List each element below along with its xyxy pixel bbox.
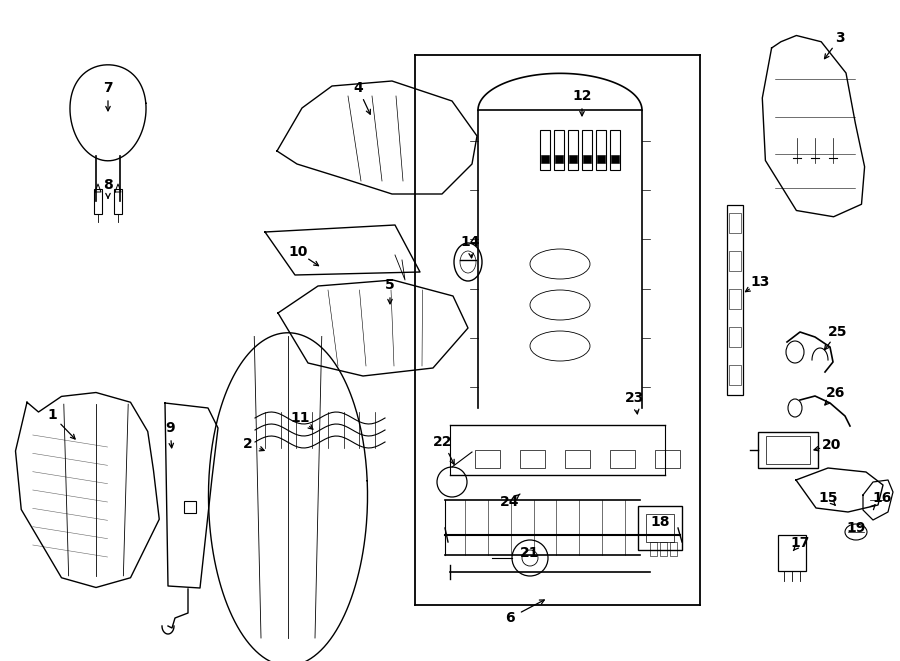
Bar [610,130,620,170]
Bar [729,251,741,271]
Text: 8: 8 [104,178,112,192]
Bar [565,450,590,468]
Bar [766,436,810,464]
Bar [583,155,591,163]
Bar [660,542,667,556]
Text: 17: 17 [790,536,810,550]
Bar [554,130,564,170]
Text: 1: 1 [47,408,57,422]
Bar [94,189,102,214]
Bar [569,155,577,163]
Text: 3: 3 [835,31,845,45]
Text: 10: 10 [288,245,308,259]
Text: 25: 25 [828,325,848,339]
Bar [655,450,680,468]
Bar [758,432,818,468]
Bar [541,155,549,163]
Text: 22: 22 [433,435,453,449]
Bar [729,213,741,233]
Text: 12: 12 [572,89,592,103]
Text: 21: 21 [520,546,540,560]
Text: 14: 14 [460,235,480,249]
Text: 19: 19 [846,521,866,535]
Bar [114,189,122,214]
Bar [670,542,677,556]
Bar [729,289,741,309]
Bar [555,155,563,163]
Text: 24: 24 [500,495,520,509]
Text: 5: 5 [385,278,395,292]
Text: 4: 4 [353,81,363,95]
Bar [610,450,635,468]
Bar [568,130,578,170]
Bar [540,130,550,170]
Bar [778,535,806,571]
Bar [650,542,657,556]
Bar [475,450,500,468]
Text: 9: 9 [166,421,175,435]
Bar [611,155,619,163]
Bar [596,130,606,170]
Text: 16: 16 [872,491,892,505]
Text: 15: 15 [818,491,838,505]
Text: 6: 6 [505,611,515,625]
Bar [520,450,545,468]
Text: 23: 23 [626,391,644,405]
Bar [582,130,592,170]
Bar [184,501,196,513]
Bar [638,506,682,550]
Bar [727,205,743,395]
Bar [729,327,741,347]
Text: 18: 18 [650,515,670,529]
Bar [729,365,741,385]
Text: 7: 7 [104,81,112,95]
Bar [646,514,674,542]
Bar [597,155,605,163]
Text: 11: 11 [290,411,310,425]
Text: 2: 2 [243,437,253,451]
Text: 13: 13 [751,275,770,289]
Text: 20: 20 [823,438,842,452]
Text: 26: 26 [826,386,846,400]
